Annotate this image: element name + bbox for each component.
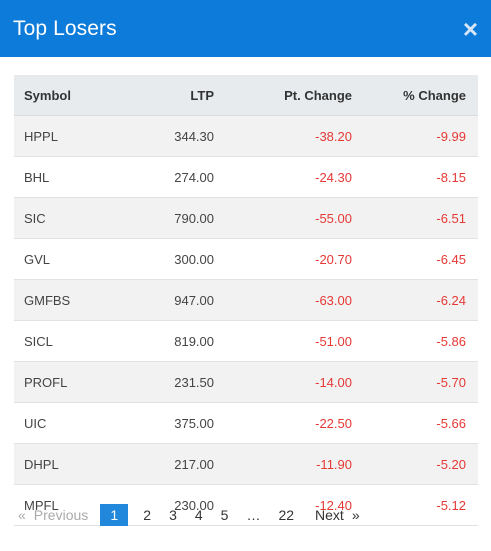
pagination: « Previous 1 2 3 4 5 … 22 Next » (14, 503, 364, 527)
pt-change-cell: -22.50 (215, 402, 353, 444)
first-page-icon[interactable]: « (18, 507, 26, 523)
pt-change-cell: -14.00 (215, 361, 353, 403)
column-header-symbol[interactable]: Symbol (14, 75, 135, 116)
pct-change-cell: -5.66 (353, 402, 478, 444)
ltp-cell: 375.00 (135, 402, 215, 444)
pct-change-cell: -5.12 (353, 484, 478, 526)
ltp-cell: 230.00 (135, 484, 215, 526)
page-link-1[interactable]: 1 (100, 504, 129, 526)
pt-change-cell: -11.90 (215, 443, 353, 485)
losers-table-container: Symbol LTP Pt. Change % Change HPPL 344.3… (14, 75, 478, 526)
page-link-4[interactable]: 4 (194, 507, 203, 523)
column-header-pct-change[interactable]: % Change (353, 75, 478, 116)
ltp-cell: 217.00 (135, 443, 215, 485)
ltp-cell: 819.00 (135, 320, 215, 362)
previous-page-link[interactable]: Previous (33, 507, 89, 523)
pct-change-cell: -6.24 (353, 279, 478, 321)
table-row[interactable]: GVL 300.00 -20.70 -6.45 (14, 238, 478, 280)
column-header-ltp[interactable]: LTP (135, 75, 215, 116)
pct-change-cell: -5.20 (353, 443, 478, 485)
table-row[interactable]: DHPL 217.00 -11.90 -5.20 (14, 443, 478, 485)
pct-change-cell: -6.51 (353, 197, 478, 239)
pt-change-cell: -38.20 (215, 115, 353, 157)
pt-change-cell: -63.00 (215, 279, 353, 321)
symbol-cell: BHL (14, 156, 135, 198)
symbol-cell: PROFL (14, 361, 135, 403)
modal-header: Top Losers × (0, 0, 491, 57)
ltp-cell: 947.00 (135, 279, 215, 321)
column-header-pt-change[interactable]: Pt. Change (215, 75, 353, 116)
symbol-cell: UIC (14, 402, 135, 444)
table-row[interactable]: SICL 819.00 -51.00 -5.86 (14, 320, 478, 362)
ltp-cell: 300.00 (135, 238, 215, 280)
table-row[interactable]: MPFL 230.00 -12.40 -5.12 (14, 484, 478, 526)
next-page-link[interactable]: Next (315, 507, 344, 523)
losers-table: Symbol LTP Pt. Change % Change HPPL 344.3… (14, 75, 478, 526)
page-link-3[interactable]: 3 (169, 507, 177, 523)
ltp-cell: 231.50 (135, 361, 215, 403)
symbol-cell: GMFBS (14, 279, 135, 321)
pct-change-cell: -5.70 (353, 361, 478, 403)
pt-change-cell: -24.30 (215, 156, 353, 198)
pct-change-cell: -6.45 (353, 238, 478, 280)
table-row[interactable]: GMFBS 947.00 -63.00 -6.24 (14, 279, 478, 321)
table-row[interactable]: PROFL 231.50 -14.00 -5.70 (14, 361, 478, 403)
ltp-cell: 344.30 (135, 115, 215, 157)
page-link-5[interactable]: 5 (220, 507, 229, 523)
pct-change-cell: -8.15 (353, 156, 478, 198)
page-link-2[interactable]: 2 (143, 507, 152, 523)
ltp-cell: 274.00 (135, 156, 215, 198)
page-link-22[interactable]: 22 (278, 507, 295, 523)
ltp-cell: 790.00 (135, 197, 215, 239)
table-body: HPPL 344.30 -38.20 -9.99 BHL 274.00 -24.30 -8.1… (14, 115, 478, 526)
table-row[interactable]: UIC 375.00 -22.50 -5.66 (14, 402, 478, 444)
pt-change-cell: -55.00 (215, 197, 353, 239)
close-icon[interactable]: × (462, 13, 478, 44)
symbol-cell: GVL (14, 238, 135, 280)
symbol-cell: HPPL (14, 115, 135, 157)
table-header-row: Symbol LTP Pt. Change % Change (14, 75, 478, 116)
modal-title: Top Losers (13, 16, 117, 40)
symbol-cell: SICL (14, 320, 135, 362)
pct-change-cell: -5.86 (353, 320, 478, 362)
table-row[interactable]: BHL 274.00 -24.30 -8.15 (14, 156, 478, 198)
symbol-cell: DHPL (14, 443, 135, 485)
pt-change-cell: -51.00 (215, 320, 353, 362)
pagination-ellipsis: … (246, 507, 261, 523)
pt-change-cell: -20.70 (215, 238, 353, 280)
table-row[interactable]: HPPL 344.30 -38.20 -9.99 (14, 115, 478, 157)
last-page-icon[interactable]: » (351, 507, 360, 523)
table-row[interactable]: SIC 790.00 -55.00 -6.51 (14, 197, 478, 239)
pt-change-cell: -12.40 (215, 484, 353, 526)
symbol-cell: SIC (14, 197, 135, 239)
pct-change-cell: -9.99 (353, 115, 478, 157)
